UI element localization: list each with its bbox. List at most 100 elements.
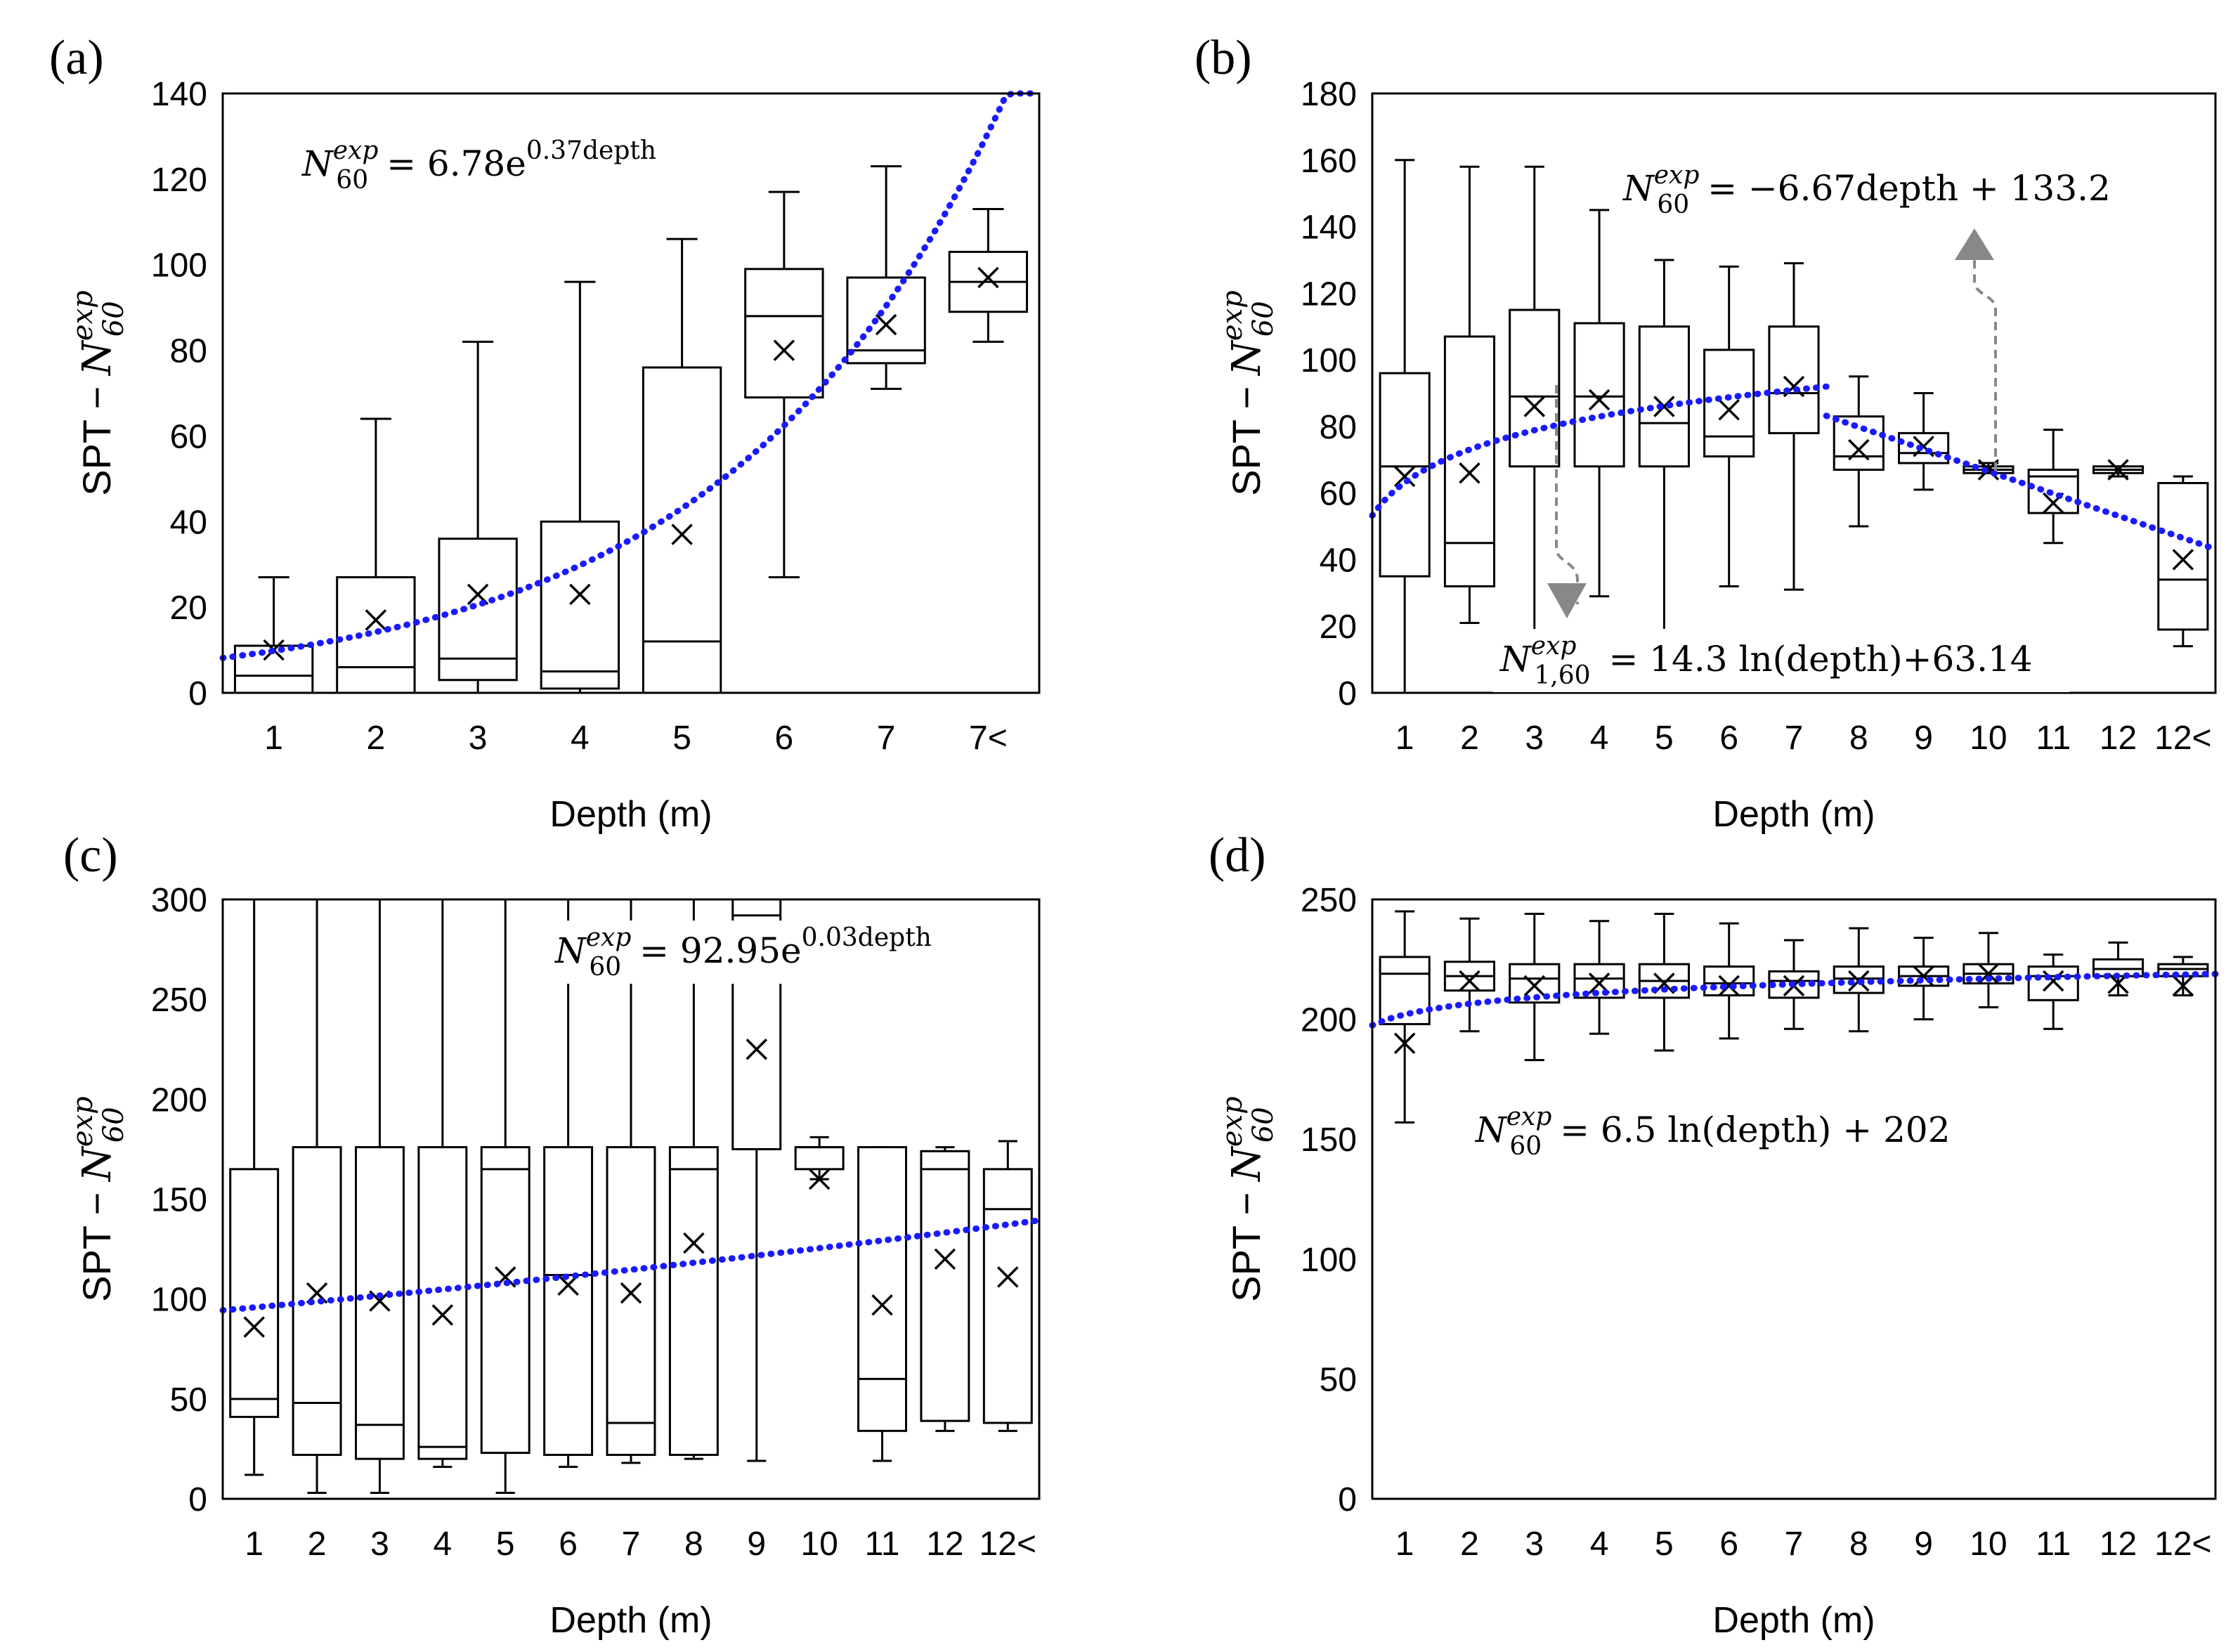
mean-marker xyxy=(683,1232,705,1254)
x-tick-label: 8 xyxy=(1849,1526,1868,1563)
box-7 xyxy=(1768,262,1820,591)
equation-background xyxy=(548,921,998,984)
arrow-head-icon xyxy=(1955,228,1994,260)
x-tick-label: 11 xyxy=(865,1526,900,1563)
box-3 xyxy=(354,898,405,1494)
x-tick-label: 2 xyxy=(308,1526,327,1563)
mean-marker xyxy=(431,1304,454,1326)
arrow-head-icon xyxy=(1547,583,1587,618)
mean-marker xyxy=(2172,975,2194,997)
box-iqr xyxy=(2157,481,2209,631)
box-iqr xyxy=(417,1146,468,1460)
box-1 xyxy=(229,898,280,1476)
box-12< xyxy=(2157,475,2209,648)
mean-marker xyxy=(808,1168,831,1190)
mean-marker xyxy=(1523,975,1546,997)
y-tick-label: 60 xyxy=(1320,476,1357,513)
y-tick-label: 20 xyxy=(170,590,207,627)
box-4 xyxy=(1573,209,1625,598)
x-tick-label: 2 xyxy=(367,720,386,757)
box-iqr xyxy=(668,1146,719,1456)
mean-marker xyxy=(997,1266,1019,1288)
y-tick-label: 200 xyxy=(151,1081,207,1119)
x-axis-label: Depth (m) xyxy=(549,794,712,835)
box-iqr xyxy=(920,1150,970,1422)
mean-marker xyxy=(1459,462,1480,484)
box-12 xyxy=(920,1146,970,1432)
x-tick-label: 10 xyxy=(800,1526,838,1563)
mean-marker xyxy=(871,1294,893,1316)
x-tick-label: 5 xyxy=(496,1526,515,1563)
trend-line xyxy=(219,1217,1043,1314)
x-tick-label: 7< xyxy=(969,720,1008,757)
mean-marker xyxy=(1523,396,1546,417)
box-iqr xyxy=(982,1168,1033,1424)
box-10 xyxy=(1963,459,2015,481)
mean-marker xyxy=(1393,465,1416,488)
box-1 xyxy=(233,575,314,694)
box-iqr xyxy=(794,1146,845,1171)
y-tick-label: 140 xyxy=(1301,209,1357,247)
y-tick-label: 50 xyxy=(170,1381,207,1419)
box-iqr xyxy=(543,1146,594,1456)
plot-frame xyxy=(1371,898,2217,1500)
x-tick-label: 12< xyxy=(2154,1526,2211,1563)
x-tick-label: 11 xyxy=(2036,1526,2071,1563)
mean-marker xyxy=(1588,389,1610,411)
y-tick-label: 60 xyxy=(170,418,207,455)
y-axis-label: SPT − Nexp60 xyxy=(67,1096,130,1302)
box-iqr xyxy=(480,1146,531,1455)
x-tick-label: 12< xyxy=(979,1526,1036,1563)
box-iqr xyxy=(846,276,926,365)
mean-marker xyxy=(2107,459,2129,481)
mean-marker xyxy=(2042,970,2064,992)
mean-marker xyxy=(243,1316,265,1338)
trend-line xyxy=(219,90,1043,661)
box-9 xyxy=(1898,937,1950,1021)
box-12< xyxy=(982,1140,1033,1432)
box-11 xyxy=(857,1146,908,1462)
y-tick-label: 120 xyxy=(151,162,207,199)
mean-marker xyxy=(934,1248,956,1270)
box-iqr xyxy=(2027,965,2079,1001)
box-iqr xyxy=(1768,325,1820,434)
box-iqr xyxy=(540,520,620,690)
y-axis-label: SPT − Nexp60 xyxy=(67,290,130,496)
trend-equation: Nexp 60 = 6.78e0.37depth xyxy=(301,136,656,195)
mean-marker xyxy=(1718,975,1740,997)
mean-marker xyxy=(1913,965,1934,987)
box-3 xyxy=(1509,165,1561,635)
box-iqr xyxy=(744,268,824,399)
trend-line-log xyxy=(1369,383,1830,519)
mean-marker xyxy=(467,583,489,606)
y-tick-label: 150 xyxy=(1301,1121,1357,1159)
mean-marker xyxy=(1653,396,1675,417)
x-tick-label: 1 xyxy=(245,1526,263,1563)
x-tick-label: 6 xyxy=(1719,720,1738,757)
y-tick-label: 150 xyxy=(151,1182,207,1219)
x-tick-label: 4 xyxy=(433,1526,452,1563)
box-11 xyxy=(2027,429,2079,545)
box-10 xyxy=(1963,932,2015,1009)
x-tick-label: 5 xyxy=(1655,1526,1674,1563)
x-tick-label: 9 xyxy=(1914,1526,1933,1563)
x-tick-label: 11 xyxy=(2036,720,2071,757)
box-2 xyxy=(292,898,342,1494)
trend-line xyxy=(1369,970,2219,1029)
y-tick-label: 250 xyxy=(1301,882,1357,919)
box-4 xyxy=(540,280,620,694)
box-6 xyxy=(1703,265,1755,587)
y-tick-label: 50 xyxy=(1320,1361,1357,1398)
x-tick-label: 12 xyxy=(2100,720,2137,757)
mean-marker xyxy=(746,1039,768,1060)
box-8 xyxy=(1833,375,1885,528)
y-tick-label: 0 xyxy=(188,675,207,713)
x-tick-label: 12< xyxy=(2154,720,2211,757)
trend-equation-linear: Nexp 60 = −6.67depth + 133.2 xyxy=(1622,161,2111,219)
box-iqr xyxy=(1638,325,1690,468)
x-axis-label: Depth (m) xyxy=(549,1600,712,1641)
box-4 xyxy=(417,898,468,1469)
